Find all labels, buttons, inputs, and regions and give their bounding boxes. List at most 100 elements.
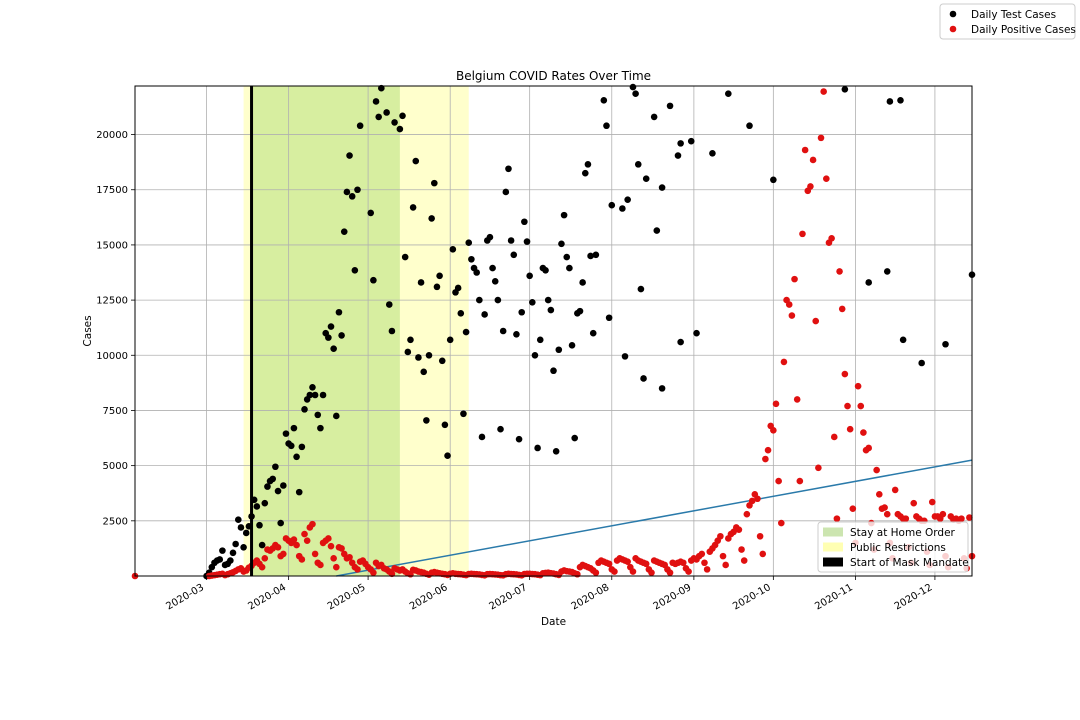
inner-legend-box: [817, 521, 969, 573]
test-case-point: [513, 331, 520, 338]
test-case-point: [415, 354, 422, 361]
positive-case-point: [860, 429, 867, 436]
test-case-point: [529, 299, 536, 306]
test-case-point: [264, 483, 271, 490]
positive-case-point: [738, 546, 745, 553]
test-case-point: [272, 463, 279, 471]
positive-case-point: [812, 317, 820, 325]
positive-case-point: [809, 156, 817, 164]
y-tick-label: 20000: [96, 130, 128, 141]
x-tick-label: 2020-05: [326, 582, 368, 612]
positive-case-point: [309, 520, 316, 528]
test-case-point: [356, 122, 364, 130]
test-case-point: [560, 211, 568, 219]
test-case-point: [581, 169, 589, 177]
test-case-point: [258, 541, 266, 549]
test-case-point: [446, 336, 454, 344]
positive-case-point: [833, 515, 841, 522]
positive-case-point: [274, 544, 282, 551]
y-tick-label: 7500: [103, 406, 128, 417]
test-case-point: [293, 453, 300, 461]
test-case-point: [338, 332, 345, 339]
positive-case-point: [748, 497, 756, 505]
positive-case-point: [777, 519, 785, 527]
positive-case-point: [966, 514, 973, 521]
positive-case-point: [685, 568, 692, 575]
x-tick-label: 2020-09: [652, 582, 694, 612]
outer-legend-box: [939, 3, 1076, 40]
test-case-point: [563, 253, 571, 261]
positive-case-point: [333, 563, 340, 571]
test-case-point: [460, 410, 467, 418]
test-case-point: [423, 417, 430, 424]
positive-case-point: [910, 499, 918, 507]
test-case-point: [640, 375, 647, 382]
test-case-point: [306, 391, 314, 399]
positive-case-point: [574, 570, 581, 578]
test-case-point: [261, 499, 269, 507]
test-case-point: [677, 140, 684, 147]
test-case-point: [401, 253, 409, 261]
test-case-point: [242, 529, 250, 537]
positive-case-point: [820, 88, 827, 95]
test-case-point: [709, 150, 716, 157]
test-case-point: [343, 188, 351, 196]
test-case-point: [521, 218, 528, 226]
positive-case-point: [799, 230, 806, 238]
outer-legend: Daily Test Cases Daily Positive Cases: [939, 3, 1076, 40]
test-case-point: [370, 276, 377, 284]
positive-case-point: [388, 570, 396, 578]
test-case-point: [277, 519, 284, 527]
positive-case-point: [629, 568, 637, 575]
positive-case-point: [611, 568, 618, 575]
y-tick-label: 2500: [103, 516, 128, 527]
test-case-point: [407, 336, 414, 344]
positive-case-point: [939, 510, 947, 518]
test-case-point: [412, 157, 420, 165]
test-case-point: [518, 308, 526, 316]
test-case-point: [531, 351, 539, 359]
positive-case-point: [841, 370, 849, 378]
test-case-point: [433, 283, 441, 291]
positive-case-point: [764, 446, 772, 454]
test-case-point: [282, 430, 290, 437]
test-case-point: [725, 90, 732, 98]
test-case-point: [388, 327, 396, 335]
positive-case-point: [605, 560, 613, 568]
test-case-point: [325, 334, 332, 341]
positive-case-point: [698, 550, 706, 558]
test-case-point: [642, 175, 650, 183]
positive-case-point: [883, 510, 891, 518]
positive-case-point: [666, 569, 674, 576]
test-case-point: [571, 434, 578, 442]
test-case-point: [491, 278, 499, 285]
positive-case-point: [772, 400, 780, 408]
positive-case-point: [754, 495, 761, 503]
positive-case-point: [642, 560, 650, 568]
x-axis-title: Date: [541, 616, 566, 628]
y-axis-ticks: 2500 5000 7500 10000 12500 15000 17500 20000: [96, 130, 135, 527]
test-case-point: [899, 336, 907, 344]
positive-case-point: [735, 526, 743, 533]
positive-case-point: [338, 545, 345, 552]
test-case-point: [269, 475, 277, 483]
test-case-point: [295, 488, 303, 496]
legend-label: Public Restrictions: [850, 542, 946, 554]
test-case-point: [603, 122, 610, 130]
x-tick-label: 2020-04: [246, 582, 288, 612]
test-case-point: [391, 119, 398, 126]
test-case-point: [555, 346, 563, 354]
test-case-point: [658, 184, 666, 191]
test-case-point: [367, 209, 375, 217]
test-case-point: [457, 310, 465, 317]
x-tick-label: 2020-10: [731, 582, 773, 612]
test-case-point: [235, 516, 242, 524]
test-case-point: [348, 193, 356, 200]
positive-case-point: [346, 553, 353, 561]
test-case-point: [385, 301, 393, 308]
positive-case-point: [928, 498, 936, 506]
positive-case-point: [793, 396, 801, 403]
test-case-point: [330, 345, 337, 352]
y-tick-label: 15000: [96, 240, 128, 251]
test-case-point: [579, 279, 586, 286]
